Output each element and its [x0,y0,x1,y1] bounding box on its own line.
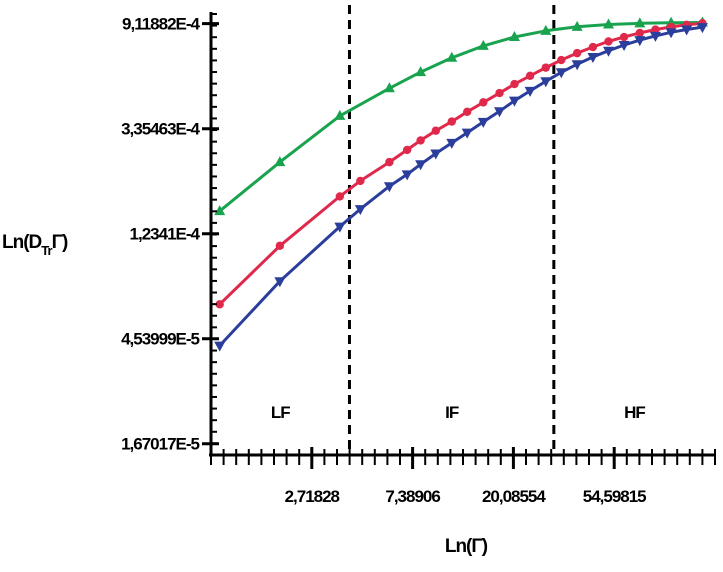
data-point [588,42,598,52]
data-point [415,160,427,171]
data-point [479,98,488,107]
axes [209,12,715,457]
data-point [495,88,504,98]
data-point [508,31,520,42]
data-point [541,63,551,72]
tick-labels: 1,67017E-5 4,53999E-5 1,2341E-4 3,35463E-4 9… [121,15,647,506]
data-point [571,60,583,71]
data-point [603,18,615,29]
data-point [215,300,224,309]
y-tick-label: 3,35463E-4 [121,120,200,139]
data-point [477,39,489,50]
data-point [447,117,456,126]
data-point [525,71,535,81]
series-0 [214,16,708,216]
y-tick-label: 9,11882E-4 [122,15,201,34]
data-point [214,341,226,352]
data-point [557,55,566,65]
y-axis-title-tail: Γ) [52,232,68,253]
series-2 [214,23,708,352]
series-line [218,21,703,213]
y-tick-label: 4,53999E-5 [121,330,199,349]
data-point [510,79,519,89]
x-axis-title: Ln(Γ) [445,536,488,557]
x-tick-label: 54,59815 [583,487,646,506]
data-point [572,48,582,58]
series-line [218,25,703,347]
data-point [696,23,708,34]
data-point [681,25,693,36]
data-point [214,205,226,216]
data-point [619,32,629,42]
data-point [335,192,345,201]
series-line [218,21,703,306]
data-point [274,156,286,167]
data-point [385,157,394,167]
data-point [540,24,552,35]
series-layer [214,16,708,352]
data-point [587,52,599,63]
data-point [430,149,442,160]
data-point [275,241,285,250]
region-boundaries: LF IF HF [271,5,646,455]
data-point [415,66,427,77]
data-point [462,107,472,117]
ticks [202,13,716,469]
y-tick-label: 1,2341E-4 [130,225,201,244]
data-point [401,170,413,181]
data-point [634,17,646,28]
data-point [334,222,346,233]
x-tick-label: 7,38906 [385,487,440,506]
data-point [334,109,346,120]
data-point [494,107,506,118]
series-1 [215,19,707,309]
data-point [540,77,552,88]
data-point [524,86,536,97]
data-point [446,51,458,62]
data-point [665,28,677,39]
data-point [603,46,615,57]
data-point [431,126,440,135]
x-tick-label: 2,71828 [285,487,340,506]
y-axis-title-main: Ln(D [2,232,42,253]
data-point [477,117,489,128]
data-point [571,20,583,31]
data-point [402,145,412,155]
y-axis-title-sub: Tr [41,243,52,258]
region-label-if: IF [445,403,459,422]
x-tick-label: 20,08554 [482,487,546,506]
data-point [446,138,458,149]
region-label-hf: HF [624,403,645,422]
data-point [354,205,366,216]
y-tick-label: 1,67017E-5 [121,435,199,454]
region-label-lf: LF [271,403,290,422]
data-point [651,25,660,34]
data-point [635,28,645,38]
data-point [383,82,395,93]
y-axis-title: Ln(DTrΓ) [2,232,68,258]
data-point [649,31,661,42]
data-point [383,182,395,193]
data-point [508,96,520,107]
data-point [555,68,567,79]
data-point [618,41,630,52]
data-point [461,128,473,139]
data-point [416,136,425,145]
data-point [274,277,286,288]
data-point [634,36,646,47]
data-point [356,176,365,186]
data-point [604,37,613,46]
